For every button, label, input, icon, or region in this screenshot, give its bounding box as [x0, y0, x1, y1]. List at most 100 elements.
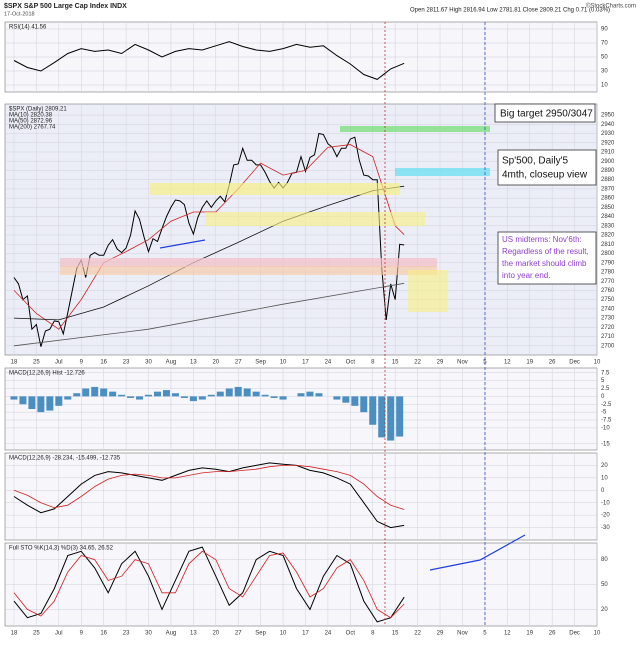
- y-tick-label: 70: [601, 41, 608, 47]
- trend-line: [429, 534, 526, 571]
- x-tick-label: 16: [100, 360, 107, 366]
- bar: [207, 394, 215, 397]
- x-tick-label: 26: [549, 631, 556, 637]
- annotation: the market should climb: [502, 259, 587, 268]
- x-tick-label: 24: [325, 631, 332, 637]
- x-tick-label: 8: [371, 631, 375, 637]
- panel-title: MACD(12,26,9) Hist -12.726: [9, 371, 85, 377]
- x-tick-label: 20: [212, 360, 219, 366]
- bar: [189, 396, 197, 402]
- bar: [109, 391, 117, 397]
- y-tick-label: -30: [601, 525, 610, 531]
- bar: [252, 391, 260, 397]
- bar: [333, 396, 341, 400]
- bar: [145, 394, 153, 397]
- drawings: Big target 2950/3047 Sp'500, Daily'5 4mt…: [60, 22, 597, 626]
- bar: [73, 393, 81, 397]
- bar: [243, 388, 251, 397]
- header-date: 17-Oct-2018: [4, 11, 35, 17]
- x-tick-label: 30: [145, 360, 152, 366]
- y-tick-label: 2900: [601, 159, 615, 165]
- x-tick-label: Aug: [166, 631, 177, 637]
- bar: [136, 396, 144, 400]
- bar: [171, 393, 179, 397]
- trend-line: [159, 239, 206, 249]
- y-tick-label: 2730: [601, 316, 615, 322]
- resistance-band: [205, 212, 425, 226]
- resistance-band: [150, 183, 400, 195]
- x-tick-label: 25: [33, 360, 40, 366]
- y-tick-label: 5: [601, 378, 605, 384]
- x-tick-label: 17: [302, 631, 309, 637]
- y-tick-label: 2740: [601, 306, 615, 312]
- annotation-box: [497, 149, 597, 186]
- annotation: Sp'500, Daily'5: [502, 156, 569, 167]
- bar: [396, 396, 404, 437]
- annotation: Regardless of the result,: [502, 247, 589, 256]
- series-line: [13, 462, 405, 529]
- bar: [10, 396, 18, 400]
- y-tick-label: 2860: [601, 196, 615, 202]
- x-tick-label: 23: [123, 360, 130, 366]
- bar: [225, 388, 233, 397]
- header-quote: Open 2811.67 High 2816.94 Low 2781.81 Cl…: [410, 8, 610, 14]
- bar: [127, 396, 135, 398]
- y-tick-label: 2710: [601, 334, 615, 340]
- panel-title: MACD(12,26,9) -28.234, -15.499, -12.735: [9, 456, 121, 462]
- panel: [4, 367, 598, 451]
- bar: [378, 396, 386, 438]
- y-tick-label: 2930: [601, 131, 615, 137]
- annotation: 4mth, closeup view: [502, 170, 588, 181]
- panel: [4, 103, 598, 356]
- x-tick-label: 27: [235, 360, 242, 366]
- y-tick-label: 2.5: [601, 386, 610, 392]
- x-tick-label: 10: [594, 631, 601, 637]
- y-tick-label: 10: [601, 475, 608, 481]
- x-tick-label: Dec: [569, 360, 580, 366]
- bar: [279, 396, 287, 400]
- x-tick-label: 16: [100, 631, 107, 637]
- x-tick-label: 9: [80, 631, 84, 637]
- annotation: US midterms: Nov'6th:: [502, 235, 582, 244]
- x-tick-label: 29: [437, 631, 444, 637]
- x-tick-label: Nov: [457, 360, 468, 366]
- x-tick-label: 20: [212, 631, 219, 637]
- y-tick-label: -10: [601, 500, 610, 506]
- bar: [64, 396, 72, 400]
- y-tick-label: 30: [601, 69, 608, 75]
- x-tick-label: 19: [526, 360, 533, 366]
- y-tick-label: 2770: [601, 279, 615, 285]
- bar: [234, 386, 242, 397]
- bar: [297, 393, 305, 397]
- bar: [306, 391, 314, 397]
- x-tick-label: Jul: [55, 360, 63, 366]
- y-tick-label: -5: [601, 410, 607, 416]
- bar: [37, 396, 45, 413]
- legend-entry: $SPX (Daily) 2809.21: [9, 107, 67, 113]
- y-tick-label: -7.5: [601, 418, 612, 424]
- credit: ©StockCharts.com: [586, 3, 636, 10]
- annotation-box: [497, 231, 597, 285]
- y-tick-label: 50: [601, 55, 608, 61]
- x-tick-label: 27: [235, 631, 242, 637]
- y-tick-label: -20: [601, 513, 610, 519]
- x-tick-label: 17: [302, 360, 309, 366]
- x-tick-label: 9: [80, 360, 84, 366]
- y-tick-label: 2760: [601, 288, 615, 294]
- legend-entry: MA(200) 2767.74: [9, 125, 56, 131]
- annotation-box: [494, 103, 596, 123]
- y-tick-label: 2750: [601, 297, 615, 303]
- x-tick-label: 19: [526, 631, 533, 637]
- y-tick-label: -2.5: [601, 402, 612, 408]
- bar: [91, 386, 99, 397]
- y-tick-label: 2820: [601, 233, 615, 239]
- target-band: [340, 126, 490, 132]
- target-band: [395, 168, 490, 176]
- support-band: [60, 258, 437, 267]
- y-tick-label: 2810: [601, 242, 615, 248]
- series-line: [13, 465, 405, 510]
- x-tick-label: 8: [371, 360, 375, 366]
- series-line: [13, 185, 405, 321]
